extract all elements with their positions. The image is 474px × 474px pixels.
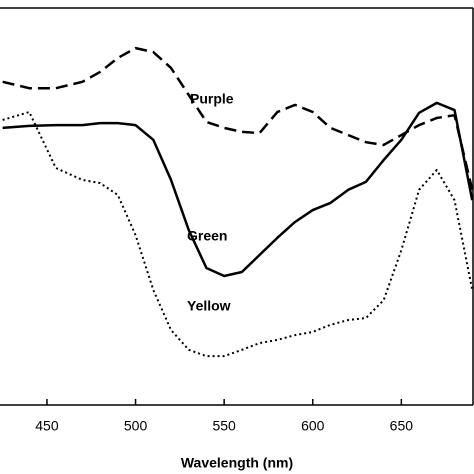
series-label: Yellow [187,298,231,314]
series-line [2,101,474,278]
x-tick-label: 450 [35,418,59,434]
x-tick-label: 500 [124,418,148,434]
series-label: Purple [190,91,234,107]
series-line [2,46,474,191]
series-label: Green [187,228,227,244]
series-line [2,111,474,358]
x-tick-label: 650 [390,418,414,434]
x-tick-label: 550 [212,418,236,434]
x-axis-label: Wavelength (nm) [181,455,293,471]
x-tick-label: 600 [301,418,325,434]
